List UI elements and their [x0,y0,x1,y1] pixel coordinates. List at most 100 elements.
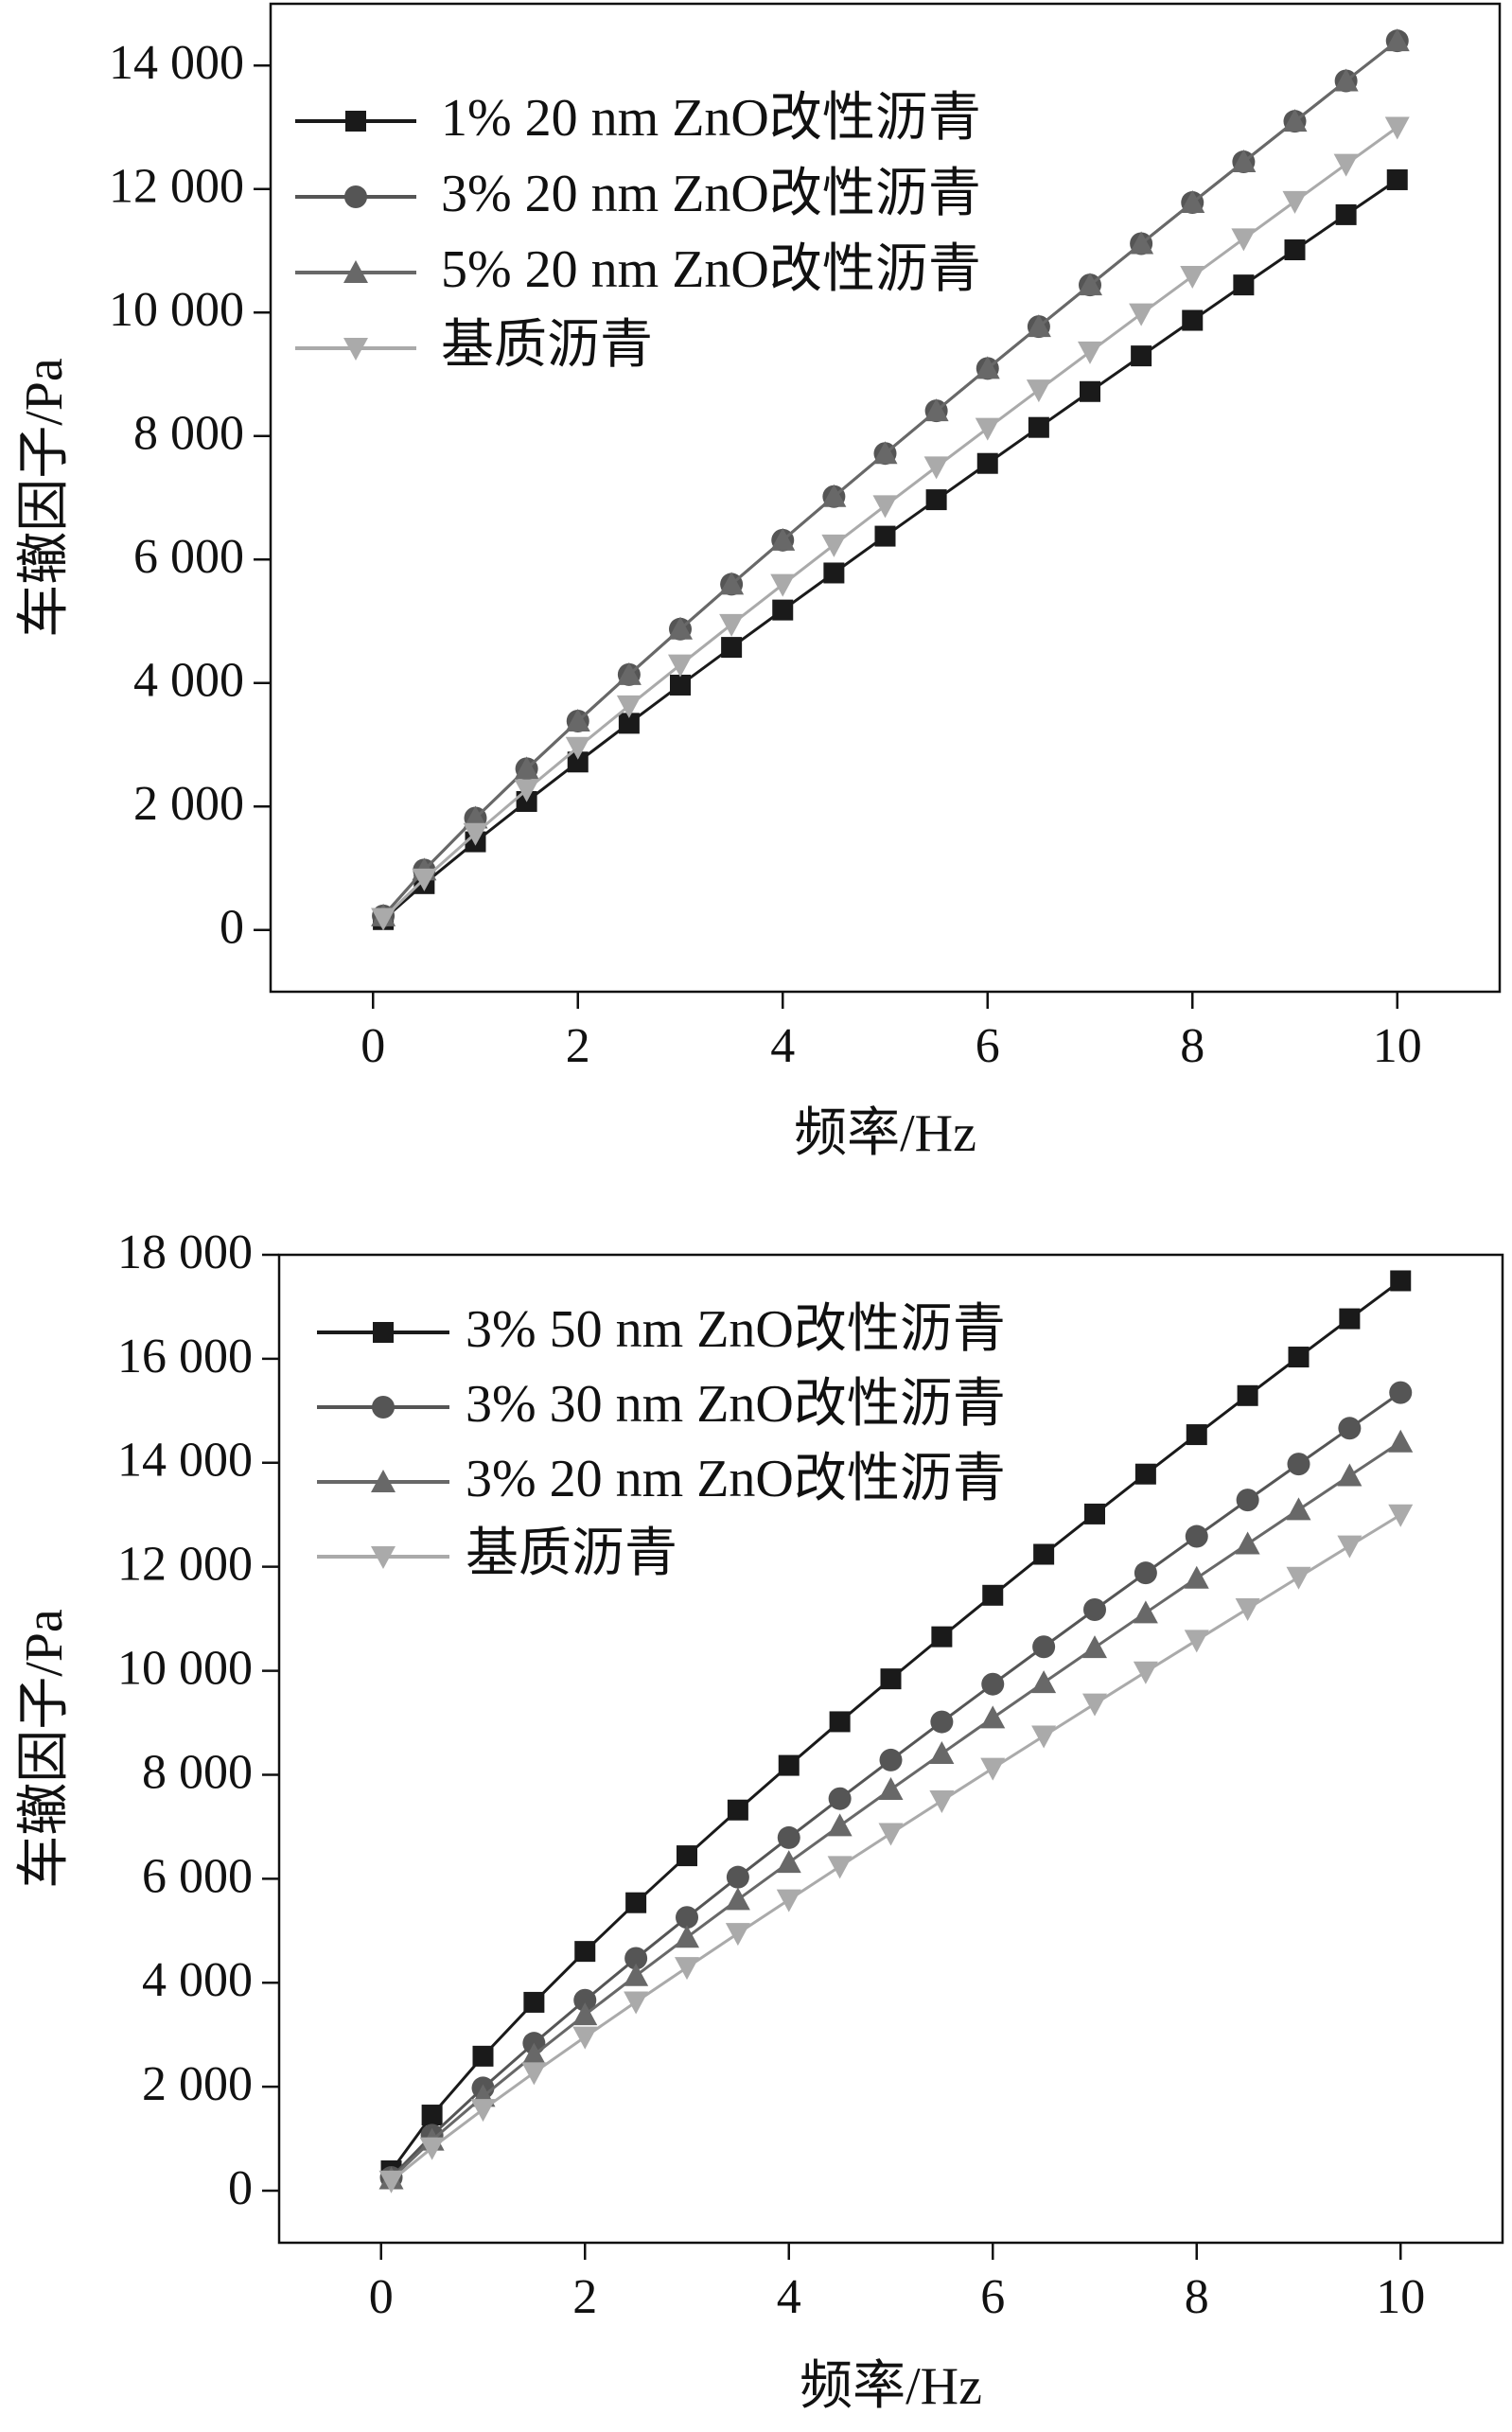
y-tick-label: 18 000 [117,1225,253,1279]
marker [1129,231,1154,255]
marker [1078,273,1102,296]
marker [827,1813,853,1837]
marker [925,489,947,511]
y-tick-label: 6 000 [142,1849,253,1903]
y-axis-label: 车辙因子/Pa [15,358,74,638]
marker [1233,274,1255,296]
y-tick-label: 10 000 [109,283,244,337]
chart: 0 2 4 6 8 10 0 2 000 4 000 6 000 8 000 10 000 12 000… [15,1225,1504,2416]
series [371,116,1410,931]
marker [412,868,437,891]
marker [981,1672,1005,1696]
marker [721,637,743,659]
legend-label: 基质沥青 [466,1524,677,1583]
chart: 0 2 4 6 8 10 0 2 000 4 000 6 000 8 000 10 000 12 000… [15,2,1502,1163]
y-tick-label: 8 000 [142,1745,253,1799]
marker [776,1889,801,1912]
x-tick-label: 10 [1373,1019,1422,1073]
marker [975,417,1000,441]
marker [572,2026,598,2050]
y-tick-label: 2 000 [142,2057,253,2111]
marker [1031,1670,1057,1694]
marker [1231,150,1257,173]
marker [343,338,368,361]
marker [1134,1463,1156,1485]
plot-frame [269,2,1502,994]
y-tick-label: 14 000 [117,1434,253,1488]
marker [521,2042,547,2066]
marker [1231,228,1257,252]
y-tick-label: 12 000 [109,160,244,214]
marker [1386,168,1408,190]
marker [923,398,949,422]
marker [776,1850,801,1874]
marker [1026,314,1051,338]
marker [567,751,589,773]
marker [1182,309,1204,331]
y-tick-label: 0 [228,2161,253,2215]
x-tick-label: 6 [976,1019,1000,1073]
marker [1286,1497,1311,1521]
marker [1083,1598,1106,1622]
x-tick-label: 8 [1180,1019,1204,1073]
marker [616,661,642,685]
legend-label: 1% 20 nm ZnO改性沥青 [441,89,981,148]
marker [821,534,847,557]
marker [1338,1417,1362,1440]
marker [880,1668,902,1690]
marker [677,1845,697,1867]
marker [980,1757,1006,1781]
marker [878,1777,904,1801]
marker [1337,1535,1363,1559]
legend-label: 3% 30 nm ZnO改性沥青 [466,1375,1006,1434]
marker [1286,1566,1311,1590]
x-tick-label: 0 [360,1019,385,1073]
marker [931,1626,953,1648]
marker [1333,153,1359,177]
marker [670,674,691,696]
marker [676,1906,698,1930]
x-tick-label: 6 [980,2270,1005,2324]
marker [976,452,998,474]
marker [727,1799,748,1821]
marker [719,572,745,595]
legend: 1% 20 nm ZnO改性沥青 3% 20 nm ZnO改性沥青 5% 20 nm… [295,89,981,375]
y-tick-label: 10 000 [117,1642,253,1696]
y-tick-label: 6 000 [133,530,244,584]
y-axis-label: 车辙因子/Pa [15,1609,74,1889]
marker [371,1470,396,1492]
marker [344,185,367,208]
marker [1335,203,1357,225]
marker [1032,1635,1056,1659]
y-tick-label: 2 000 [133,777,244,831]
marker [565,736,590,760]
marker [1389,1381,1413,1404]
marker [879,1748,903,1771]
marker [827,1856,853,1879]
marker [1339,1308,1361,1330]
series [378,1429,1414,2190]
marker [1235,1597,1260,1621]
marker [470,2099,496,2123]
marker [1184,1565,1209,1589]
y-tick-label: 14 000 [109,36,244,90]
x-axis-label: 频率/Hz [800,2357,982,2416]
marker [463,822,488,846]
marker [514,779,539,802]
legend-label: 基质沥青 [441,316,653,375]
marker [823,562,845,584]
marker [821,484,847,507]
y-tick-label: 12 000 [117,1538,253,1592]
marker [1180,190,1205,214]
marker [1384,116,1410,140]
marker [1082,1693,1107,1717]
marker [726,1865,749,1889]
marker [343,260,368,283]
marker [1236,1489,1259,1512]
plot-frame [277,1253,1504,2245]
marker [1235,1531,1260,1555]
marker [463,805,488,829]
marker [624,1991,649,2015]
